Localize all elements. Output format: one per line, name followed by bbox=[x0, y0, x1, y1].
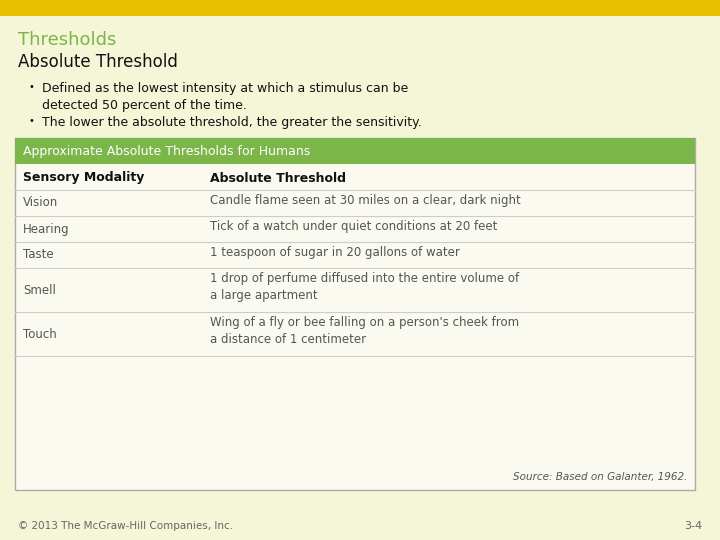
Text: Smell: Smell bbox=[23, 284, 56, 296]
Text: Hearing: Hearing bbox=[23, 222, 70, 235]
Text: Taste: Taste bbox=[23, 248, 53, 261]
Text: Thresholds: Thresholds bbox=[18, 31, 117, 49]
Text: Touch: Touch bbox=[23, 327, 57, 341]
Text: Absolute Threshold: Absolute Threshold bbox=[210, 172, 346, 185]
Text: 1 drop of perfume diffused into the entire volume of
a large apartment: 1 drop of perfume diffused into the enti… bbox=[210, 272, 519, 302]
Text: •: • bbox=[28, 116, 34, 126]
Text: Defined as the lowest intensity at which a stimulus can be
detected 50 percent o: Defined as the lowest intensity at which… bbox=[42, 82, 408, 112]
Text: 3-4: 3-4 bbox=[684, 521, 702, 531]
Bar bbox=[15, 138, 695, 490]
Text: Wing of a fly or bee falling on a person's cheek from
a distance of 1 centimeter: Wing of a fly or bee falling on a person… bbox=[210, 316, 519, 346]
Text: •: • bbox=[28, 82, 34, 92]
Text: © 2013 The McGraw-Hill Companies, Inc.: © 2013 The McGraw-Hill Companies, Inc. bbox=[18, 521, 233, 531]
Text: Source: Based on Galanter, 1962.: Source: Based on Galanter, 1962. bbox=[513, 472, 687, 482]
Text: Sensory Modality: Sensory Modality bbox=[23, 172, 145, 185]
Text: 1 teaspoon of sugar in 20 gallons of water: 1 teaspoon of sugar in 20 gallons of wat… bbox=[210, 246, 460, 259]
Text: Tick of a watch under quiet conditions at 20 feet: Tick of a watch under quiet conditions a… bbox=[210, 220, 498, 233]
Text: Absolute Threshold: Absolute Threshold bbox=[18, 53, 178, 71]
Text: Vision: Vision bbox=[23, 197, 58, 210]
Text: Approximate Absolute Thresholds for Humans: Approximate Absolute Thresholds for Huma… bbox=[23, 145, 310, 158]
Bar bbox=[0, 0, 720, 16]
Text: Candle flame seen at 30 miles on a clear, dark night: Candle flame seen at 30 miles on a clear… bbox=[210, 194, 521, 207]
Text: The lower the absolute threshold, the greater the sensitivity.: The lower the absolute threshold, the gr… bbox=[42, 116, 422, 129]
Bar bbox=[15, 138, 695, 164]
